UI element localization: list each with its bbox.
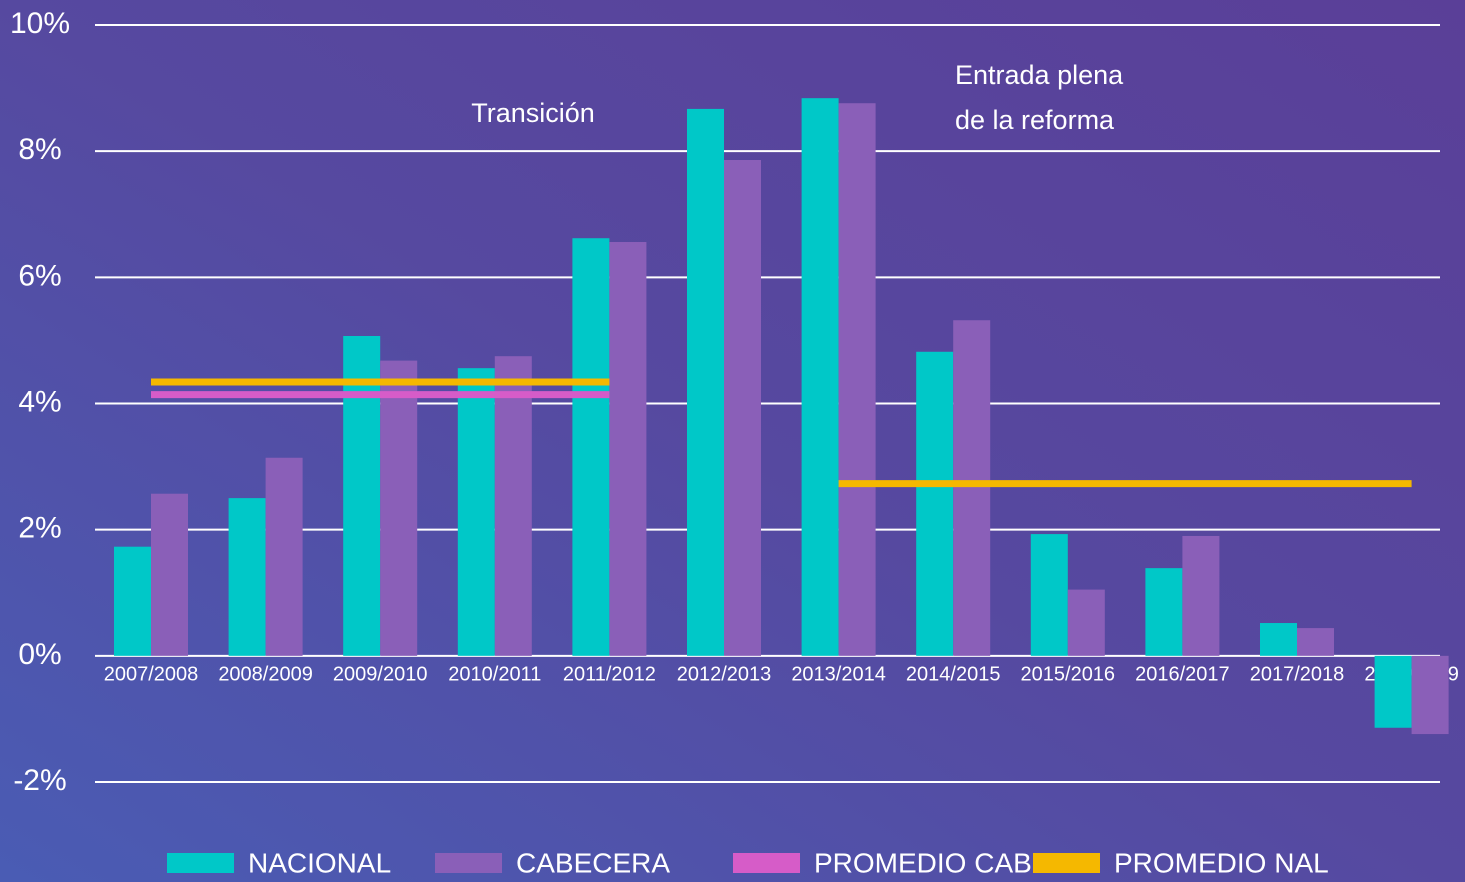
y-tick-label: 4% xyxy=(18,385,61,418)
bar xyxy=(457,368,495,656)
x-tick-label: 2008/2009 xyxy=(218,663,313,685)
x-tick-label: 2015/2016 xyxy=(1021,663,1116,685)
bar xyxy=(838,103,876,656)
bar xyxy=(609,242,647,656)
bar xyxy=(380,360,418,656)
x-tick-label: 2016/2017 xyxy=(1135,663,1230,685)
x-tick-label: 2017/2018 xyxy=(1250,663,1345,685)
x-tick-label: 2013/2014 xyxy=(791,663,886,685)
legend-swatch xyxy=(1033,853,1100,873)
y-tick-label: 10% xyxy=(10,7,70,40)
legend-swatch xyxy=(435,853,502,873)
bar xyxy=(916,351,954,656)
annotation: Entrada plena xyxy=(955,60,1124,90)
bar xyxy=(724,159,761,656)
bar xyxy=(572,238,610,656)
legend-label: PROMEDIO NAL xyxy=(1114,847,1329,878)
x-tick-label: 2007/2008 xyxy=(104,663,199,685)
bar xyxy=(494,356,532,656)
x-tick-label: 2009/2010 xyxy=(333,663,428,685)
legend-label: PROMEDIO CAB xyxy=(814,847,1032,878)
legend-label: CABECERA xyxy=(516,847,670,878)
bar xyxy=(151,493,188,656)
bar xyxy=(343,336,381,656)
y-tick-label: 2% xyxy=(18,512,61,545)
x-tick-label: 2011/2012 xyxy=(563,663,656,685)
bar xyxy=(953,320,991,656)
bar xyxy=(1374,655,1412,728)
average-lines xyxy=(151,378,1412,488)
bars xyxy=(114,98,1449,735)
legend-swatch xyxy=(733,853,800,873)
bar xyxy=(687,108,724,656)
bar xyxy=(265,457,303,656)
x-tick-label: 2012/2013 xyxy=(677,663,772,685)
bar xyxy=(801,98,839,656)
legend: NACIONAL CABECERA PROMEDIO CAB PROMEDIO NAL xyxy=(167,847,1329,878)
bar xyxy=(114,546,151,656)
bar xyxy=(1030,534,1068,656)
y-tick-label: 8% xyxy=(18,133,61,166)
y-tick-label: 6% xyxy=(18,259,61,292)
legend-swatch xyxy=(167,853,234,873)
y-tick-label: -2% xyxy=(13,764,66,797)
bar xyxy=(228,498,266,656)
legend-label: NACIONAL xyxy=(248,847,391,878)
bar xyxy=(1067,589,1105,656)
y-tick-label: 0% xyxy=(18,638,61,671)
x-tick-label: 2014/2015 xyxy=(906,663,1001,685)
bar xyxy=(1260,623,1297,656)
bar xyxy=(1145,568,1183,656)
x-tick-label: 2010/2011 xyxy=(448,663,541,685)
bar xyxy=(1297,628,1334,656)
bar xyxy=(1182,535,1220,656)
bar xyxy=(1411,655,1449,735)
annotation: Transición xyxy=(471,98,595,128)
annotation: de la reforma xyxy=(955,105,1115,135)
